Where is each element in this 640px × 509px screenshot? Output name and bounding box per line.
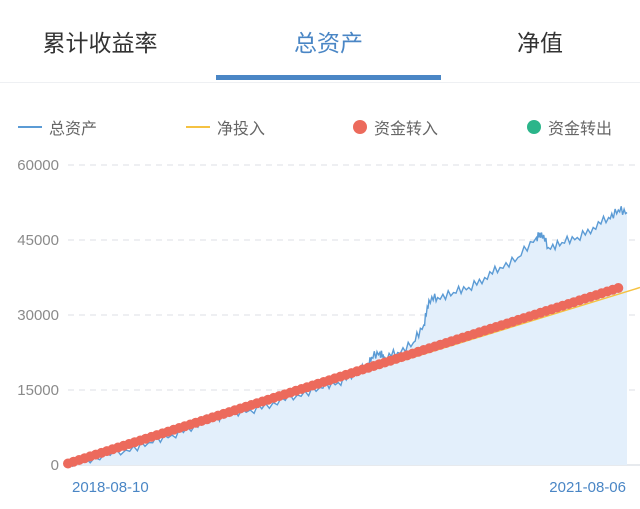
legend-label: 资金转出 xyxy=(548,121,613,138)
legend-line-icon xyxy=(186,126,210,128)
legend-item-inflow[interactable]: 资金转入 xyxy=(353,112,438,142)
legend-line-icon xyxy=(18,126,42,128)
active-tab-indicator xyxy=(216,75,441,80)
y-tick-label: 0 xyxy=(51,457,59,474)
x-tick-label: 2021-08-06 xyxy=(549,479,626,496)
inflow-point xyxy=(613,283,624,293)
legend-dot-icon xyxy=(353,120,367,134)
tab-bar: 累计收益率 总资产 净值 xyxy=(0,0,640,83)
total-assets-area xyxy=(68,206,627,467)
y-tick-label: 30000 xyxy=(17,307,59,324)
legend-dot-icon xyxy=(527,120,541,134)
chart-legend: 总资产 净投入 资金转入 资金转出 xyxy=(0,112,640,142)
y-tick-label: 15000 xyxy=(17,382,59,399)
x-tick-label: 2018-08-10 xyxy=(72,479,149,496)
legend-item-total-assets[interactable]: 总资产 xyxy=(18,112,97,142)
tab-total-assets[interactable]: 总资产 xyxy=(294,30,363,56)
tab-cumulative-return[interactable]: 累计收益率 xyxy=(42,30,158,56)
legend-item-outflow[interactable]: 资金转出 xyxy=(527,112,612,142)
y-tick-label: 60000 xyxy=(17,157,59,174)
total-assets-chart: 0 15000 30000 45000 60000 2018-08-10 2021-08-0… xyxy=(17,157,640,496)
tab-net-value[interactable]: 净值 xyxy=(517,30,563,56)
legend-item-net-investment[interactable]: 净投入 xyxy=(186,112,265,142)
legend-label: 总资产 xyxy=(49,121,98,138)
legend-label: 资金转入 xyxy=(374,121,439,138)
y-tick-label: 45000 xyxy=(17,232,59,249)
legend-label: 净投入 xyxy=(217,121,266,138)
